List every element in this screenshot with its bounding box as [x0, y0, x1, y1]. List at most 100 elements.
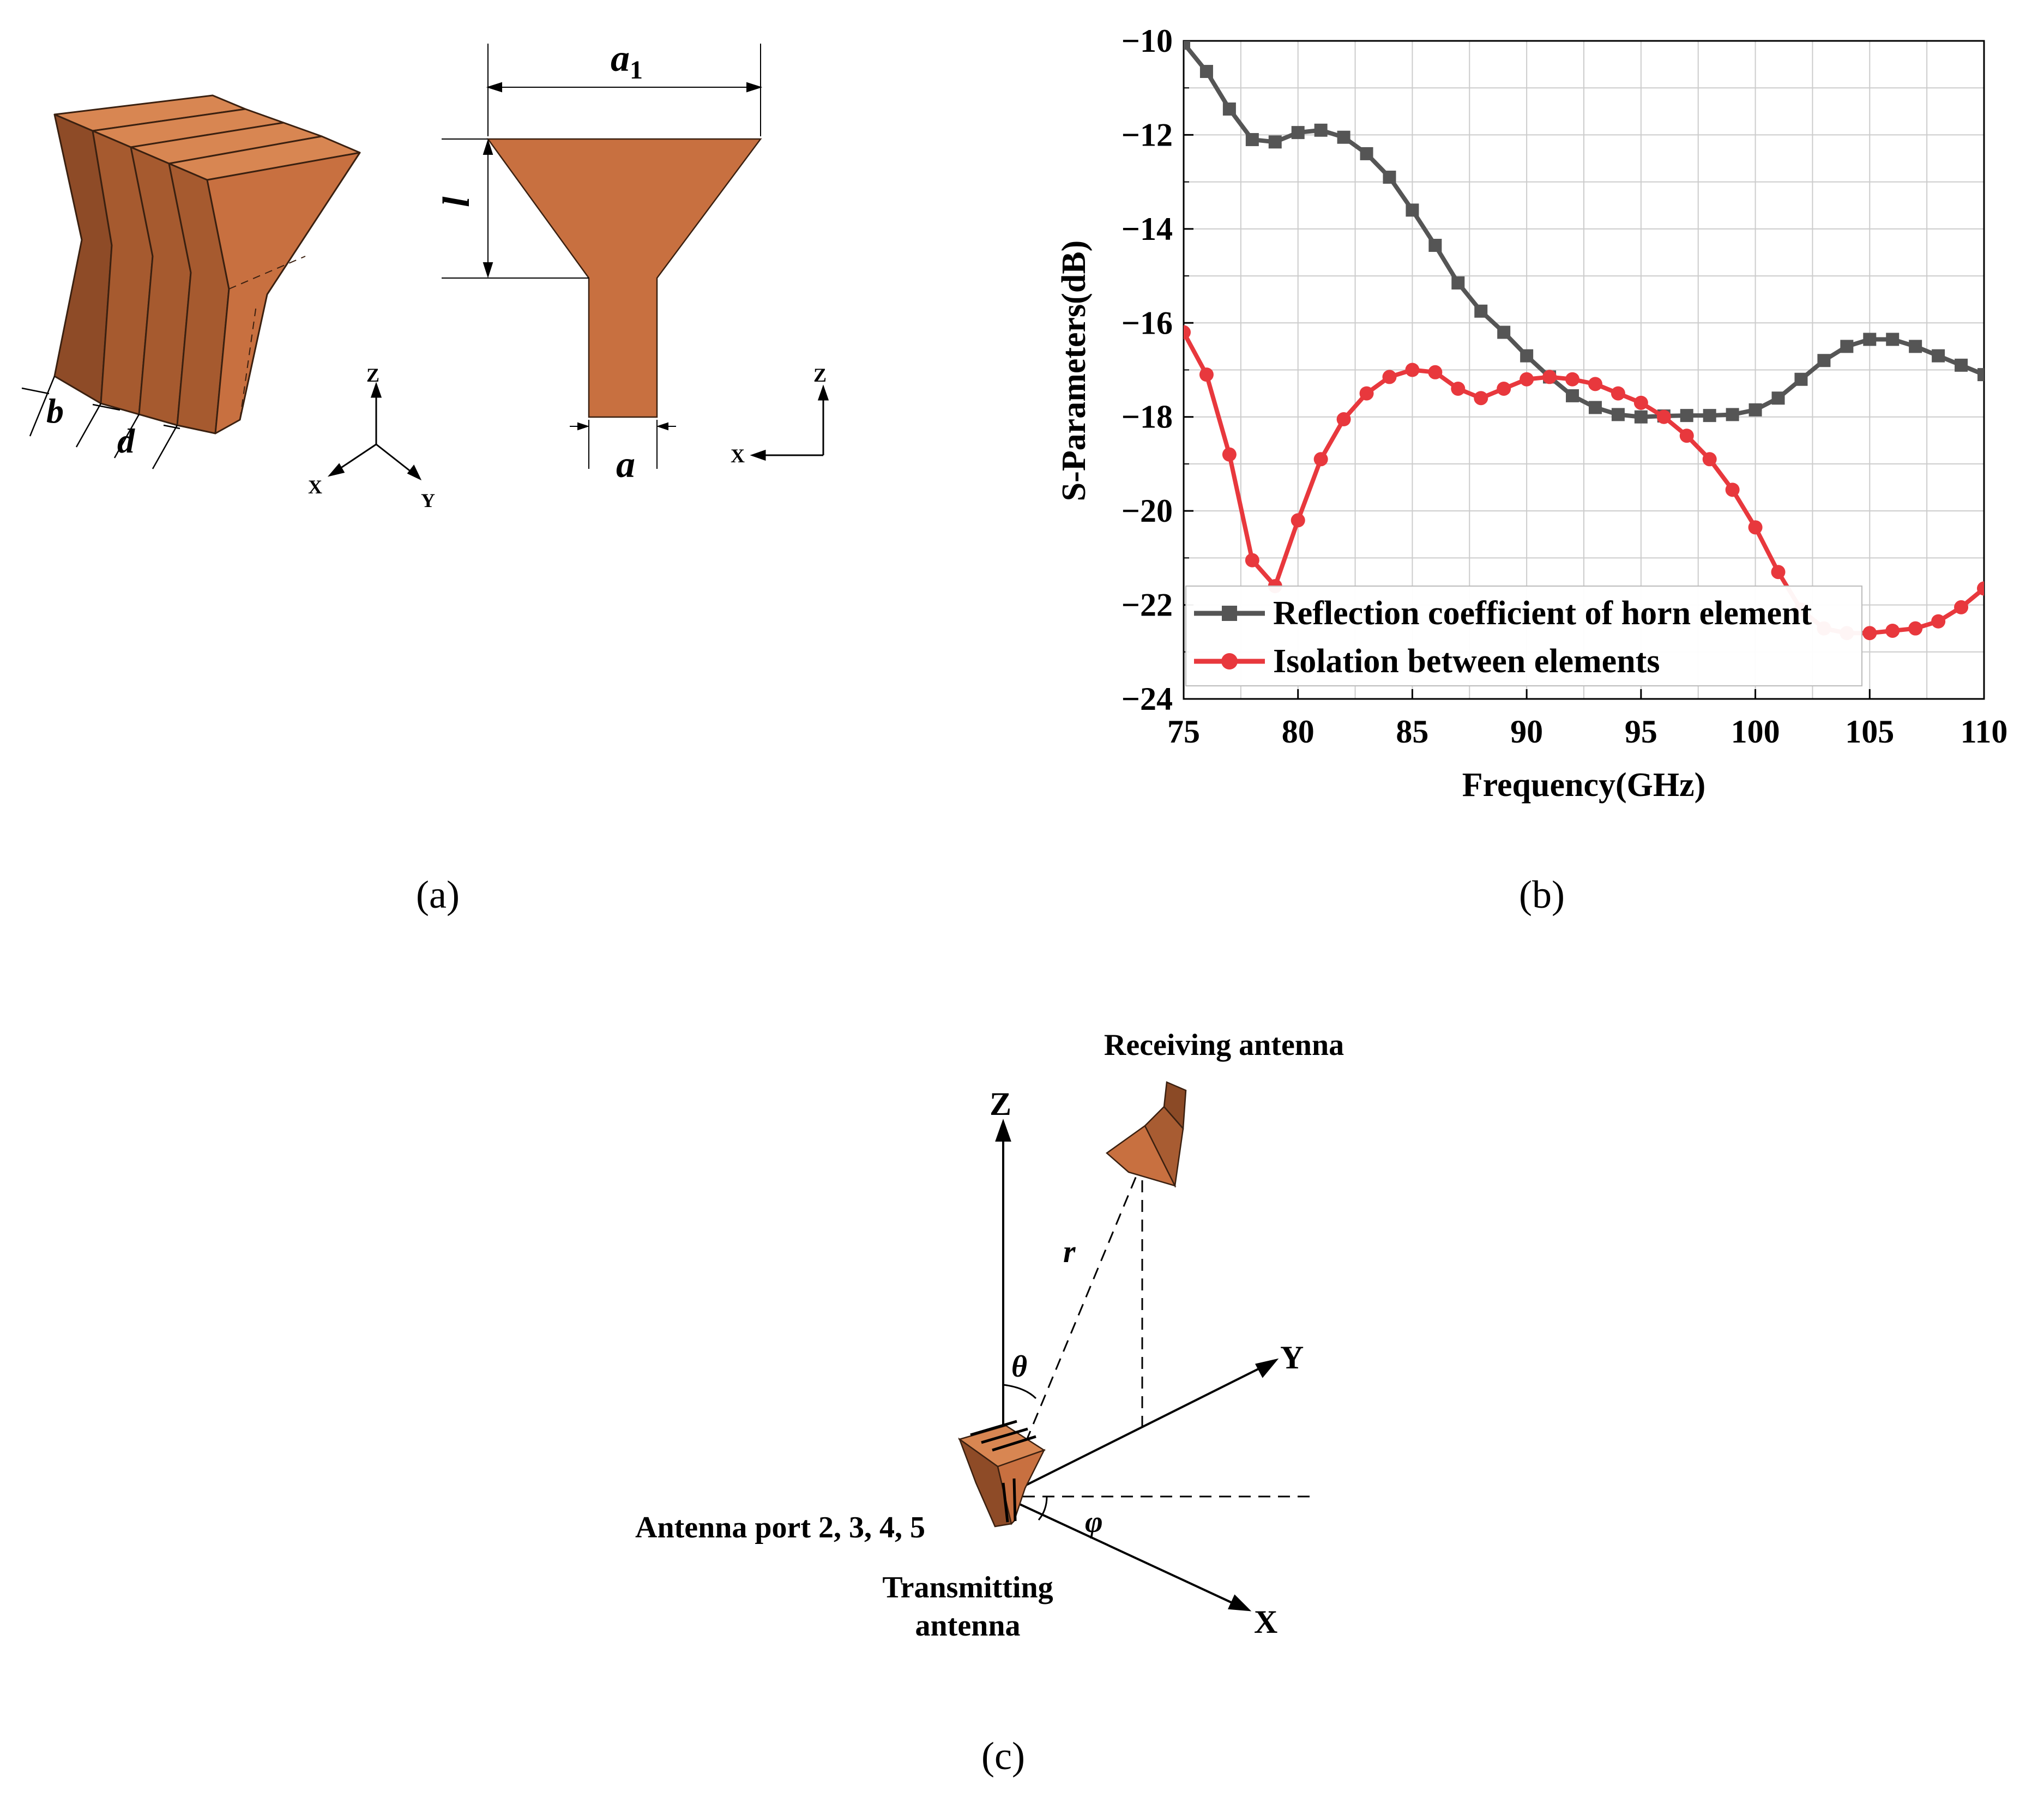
label-a: a [616, 444, 635, 486]
axis-x [1003, 1495, 1252, 1612]
a1-dimension [486, 44, 763, 136]
x-tick-label: 75 [1167, 714, 1200, 750]
data-point-isolation [1679, 429, 1694, 443]
axis-3d-x-label: X [308, 476, 322, 498]
data-point-reflection [1726, 408, 1739, 421]
legend-label-reflection: Reflection coefficient of horn element [1273, 595, 1812, 632]
legend-marker-isolation [1221, 653, 1238, 669]
data-point-isolation [1245, 553, 1259, 568]
data-point-reflection [1245, 133, 1259, 147]
transmitting-horn-array [958, 1420, 1046, 1528]
horn-hidden-edge [239, 305, 257, 420]
axis-pair-2d [750, 384, 829, 461]
y-tick-label: −24 [1122, 681, 1173, 717]
data-point-isolation [1451, 381, 1466, 396]
b-d-dimensions [21, 376, 180, 469]
label-phi: φ [1085, 1505, 1103, 1539]
data-point-isolation [1862, 626, 1877, 641]
data-point-isolation [1954, 600, 1969, 614]
data-point-isolation [1313, 452, 1328, 467]
panel-a: b d Z X Y a1 [21, 38, 829, 916]
x-tick-label: 85 [1396, 714, 1428, 750]
a-dimension [570, 420, 676, 469]
panel-b-caption: (b) [1519, 873, 1565, 916]
data-point-isolation [1405, 363, 1420, 377]
y-tick-label: −14 [1122, 211, 1173, 247]
data-point-reflection [1497, 325, 1511, 339]
label-theta: θ [1011, 1350, 1027, 1384]
y-tick-label: −10 [1122, 23, 1173, 59]
data-point-isolation [1497, 381, 1511, 396]
x-tick-label: 90 [1510, 714, 1543, 750]
data-point-reflection [1268, 135, 1282, 149]
data-point-reflection [1474, 304, 1488, 318]
legend-box [1185, 586, 1862, 686]
axis-3d-z-label: Z [366, 364, 379, 386]
d-arrow [92, 403, 120, 411]
axis-3d-y-label: Y [421, 490, 435, 511]
data-point-isolation [1520, 372, 1534, 387]
data-point-reflection [1588, 401, 1602, 414]
d-extension-line [152, 425, 178, 469]
data-point-isolation [1359, 386, 1374, 401]
receiving-horn-antenna [1105, 1081, 1187, 1188]
data-point-isolation [1611, 386, 1625, 401]
horn-hidden-edge [228, 256, 306, 289]
theta-arc [1003, 1384, 1037, 1399]
data-point-isolation [1184, 325, 1191, 340]
d-arrow [163, 424, 180, 430]
data-point-isolation [1565, 372, 1580, 387]
data-point-reflection [1817, 354, 1831, 367]
data-point-reflection [1748, 403, 1762, 417]
y-tick-label: −22 [1122, 587, 1173, 623]
chart-ticks: 75 80 85 90 95 100 105 110 −10 −12 −14 −16 −18 −20 −22… [1122, 23, 2008, 750]
b-extension-line [29, 376, 56, 437]
panel-c-caption: (c) [981, 1734, 1025, 1778]
transmitting-antenna-label-line2: antenna [915, 1609, 1021, 1643]
chart-xlabel: Frequency(GHz) [1462, 767, 1706, 804]
data-point-reflection [1680, 409, 1693, 423]
b-extension-line [75, 403, 102, 448]
data-point-isolation [1336, 412, 1351, 427]
data-point-isolation [1908, 621, 1923, 636]
data-point-isolation [1656, 409, 1671, 424]
label-b: b [46, 391, 64, 430]
data-point-isolation [1199, 367, 1214, 382]
axis-2d-x-label: X [731, 445, 745, 467]
data-point-reflection [1932, 349, 1945, 363]
construction-lines [1002, 1174, 1314, 1498]
axis-2d-z-label: Z [813, 364, 827, 386]
data-point-isolation [1885, 623, 1900, 638]
data-point-isolation [1702, 452, 1717, 467]
data-point-reflection [1886, 333, 1900, 346]
data-point-isolation [1291, 513, 1305, 528]
data-point-isolation [1382, 370, 1397, 384]
axis-z-label: Z [990, 1086, 1011, 1122]
data-point-reflection [1360, 147, 1373, 160]
x-tick-label: 110 [1961, 714, 2008, 750]
data-point-isolation [1474, 391, 1488, 406]
data-point-reflection [1222, 102, 1236, 116]
data-point-isolation [1725, 482, 1740, 497]
data-point-reflection [1703, 409, 1716, 423]
data-point-isolation [1633, 395, 1648, 410]
phi-arc [1038, 1496, 1048, 1521]
data-point-isolation [1428, 365, 1443, 379]
panel-c: Z Y X r θ φ Receiving antenna [635, 1028, 1344, 1778]
data-point-reflection [1840, 340, 1854, 353]
horn-array-3d-illustration [53, 94, 361, 435]
data-point-isolation [1222, 447, 1237, 462]
receiving-antenna-label: Receiving antenna [1104, 1028, 1344, 1062]
data-point-reflection [1955, 358, 1968, 372]
legend-label-isolation: Isolation between elements [1273, 643, 1660, 680]
axis-y [1003, 1358, 1279, 1498]
data-point-reflection [1184, 41, 1190, 50]
label-l: l [436, 196, 478, 207]
data-point-reflection [1771, 391, 1785, 405]
y-tick-label: −12 [1122, 117, 1173, 153]
data-point-reflection [1520, 349, 1534, 363]
data-point-reflection [1566, 389, 1579, 402]
data-point-reflection [1428, 239, 1442, 252]
axis-x-label: X [1254, 1604, 1277, 1640]
